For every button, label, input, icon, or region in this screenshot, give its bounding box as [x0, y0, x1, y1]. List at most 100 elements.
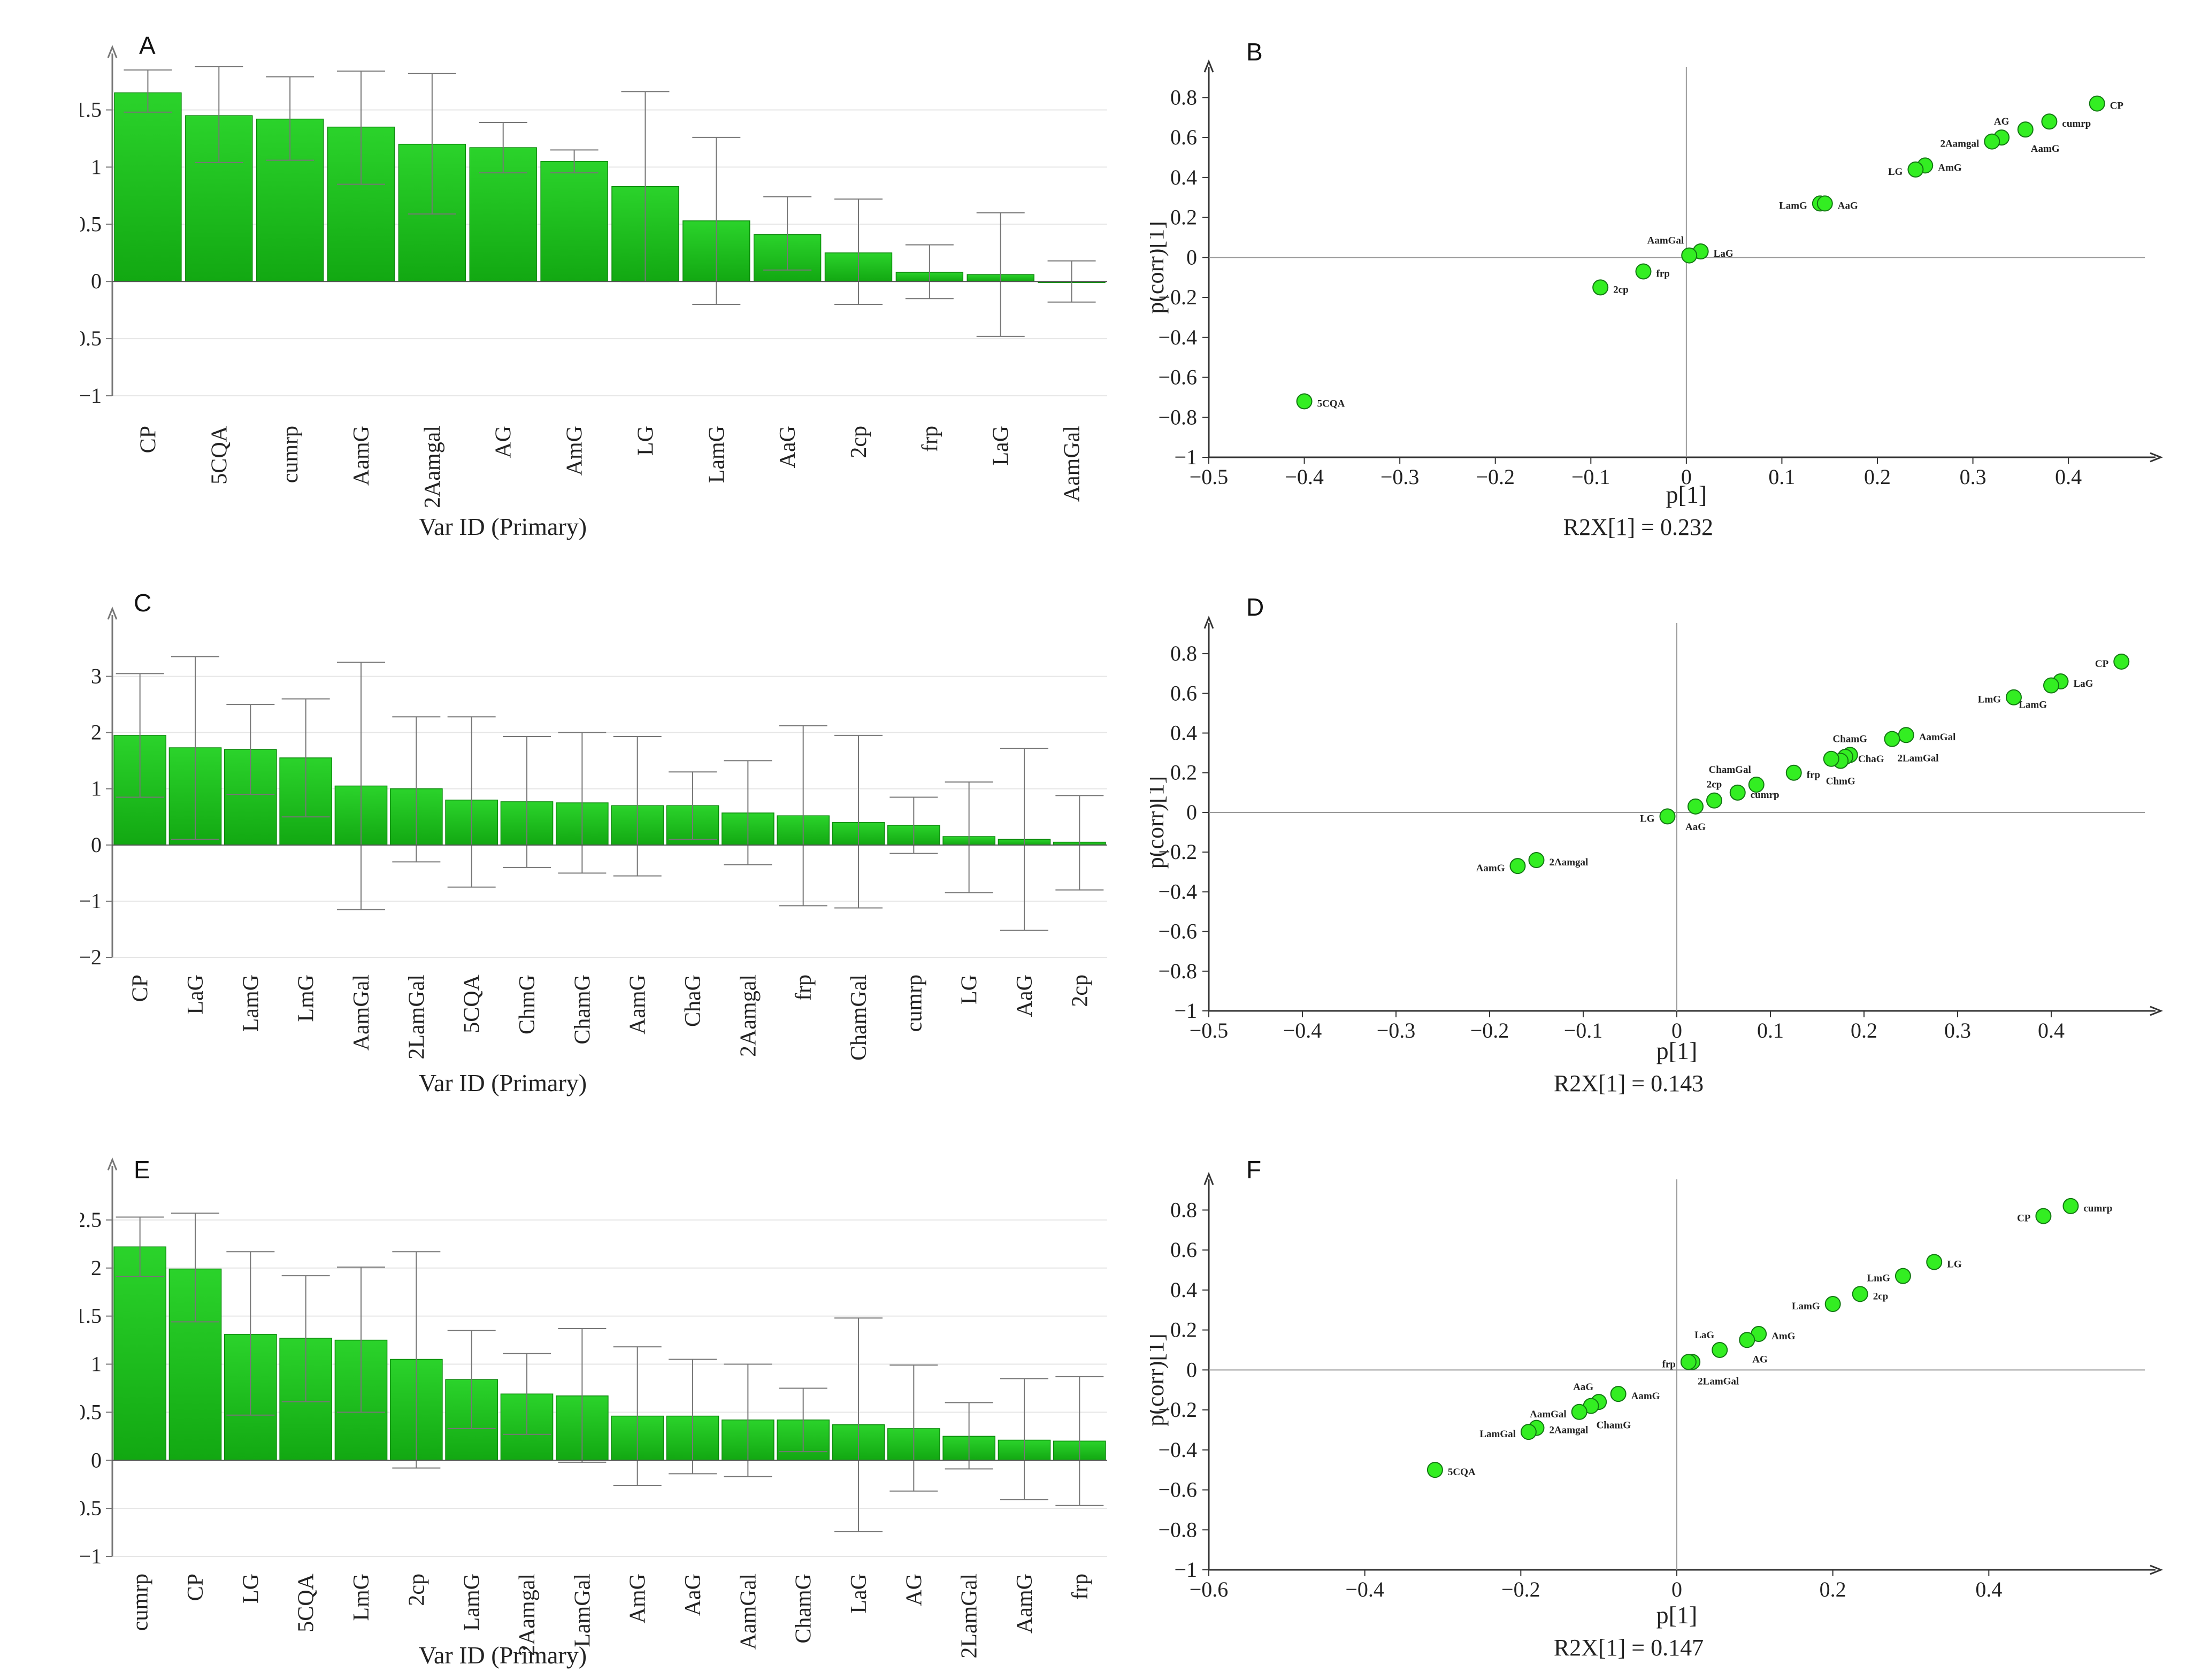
x-axis-label: p[1]: [1666, 481, 1707, 508]
scatter-point: [1824, 1296, 1841, 1312]
r2x-footer: R2X[1] = 0.143: [1554, 1070, 1704, 1096]
point-label: cumrp: [1751, 789, 1780, 801]
loadings-scatter-F: −1 −0.8 −0.6 −0.4 −0.2 0 0.2 0.4 0.6 0.8 −0.6 −0.4 −…: [1150, 1171, 2164, 1661]
y-tick-label: −1: [80, 1544, 102, 1568]
scatter-point: [1520, 1424, 1537, 1440]
x-tick-label: frp: [1068, 1574, 1092, 1600]
x-tick-label: 0.1: [1757, 1018, 1784, 1042]
point-label: CP: [2110, 101, 2124, 112]
y-tick-label: −0.4: [1158, 325, 1197, 349]
y-tick-label: 1: [91, 1352, 102, 1376]
x-tick-label: AG: [492, 426, 516, 458]
scatter-point: [1680, 1354, 1697, 1370]
x-tick-label: AmG: [626, 1574, 650, 1623]
point-label: ChamGal: [1709, 764, 1751, 776]
x-tick-label: AamGal: [736, 1574, 761, 1650]
x-tick-label: 2Aamgal: [420, 426, 445, 508]
x-tick-label: −0.2: [1476, 465, 1515, 489]
x-axis-arrow: [2150, 452, 2164, 463]
x-tick-label: −0.5: [1190, 1018, 1229, 1042]
point-label: LG: [1640, 813, 1655, 824]
point-label: 2Aamgal: [1550, 1425, 1589, 1436]
scatter-point: [1729, 784, 1746, 801]
x-tick-label: LamG: [239, 975, 263, 1032]
x-tick-label: AamGal: [1060, 426, 1085, 502]
panel-letter: D: [1246, 593, 1264, 621]
scatter-point: [1984, 133, 2000, 150]
point-label: frp: [1807, 770, 1820, 781]
point-label: cumrp: [2083, 1203, 2112, 1214]
y-tick-label: −0.5: [80, 326, 102, 350]
y-axis-arrow: [107, 606, 118, 620]
x-axis-arrow: [2150, 1564, 2164, 1575]
scatter-point: [2089, 95, 2105, 112]
y-tick-label: 1.5: [80, 1304, 102, 1328]
point-label: ChamG: [1833, 733, 1868, 745]
point-label: LaG: [1694, 1330, 1714, 1341]
point-label: AaG: [1685, 822, 1706, 833]
y-tick-label: 1: [91, 155, 102, 179]
x-tick-label: −0.4: [1285, 465, 1324, 489]
panel-letter: A: [139, 32, 156, 59]
scatter-point: [1907, 161, 1924, 178]
y-tick-label: 2: [91, 720, 102, 745]
y-tick-label: 1.5: [80, 98, 102, 122]
point-label: 2Aamgal: [1940, 139, 1979, 150]
point-label: 2LamGal: [1698, 1376, 1739, 1387]
panel-letter: E: [134, 1156, 150, 1184]
x-tick-label: AamGal: [349, 975, 374, 1050]
y-tick-label: −1: [1174, 445, 1197, 469]
x-tick-label: cumrp: [128, 1574, 153, 1631]
point-label: AamG: [2031, 143, 2060, 155]
scatter-point: [2062, 1198, 2079, 1214]
x-tick-label: CP: [136, 426, 160, 453]
x-tick-label: −0.6: [1190, 1577, 1229, 1601]
panel-C: C −2−10123VIP[1]CPLaGLamGLmGAamGal2LamGa…: [80, 572, 1113, 1107]
x-tick-label: frp: [792, 975, 816, 1001]
x-tick-label: 2cp: [1068, 975, 1092, 1007]
scatter-point: [1706, 792, 1722, 809]
panel-letter: B: [1246, 38, 1263, 66]
x-tick-label: AaG: [1013, 975, 1037, 1017]
y-tick-label: −0.6: [1158, 919, 1197, 943]
x-tick-label: 2Aamgal: [515, 1574, 540, 1656]
y-tick-label: 0: [91, 1448, 102, 1472]
x-axis-label: Var ID (Primary): [419, 1641, 587, 1669]
panel-F: F −1 −0.8 −0.6 −0.4 −0.2 0 0.2 0.4 0.6 0.8 −0.6 −0.…: [1150, 1129, 2209, 1680]
x-tick-label: LaG: [989, 426, 1014, 466]
x-tick-label: LG: [957, 975, 982, 1004]
x-tick-label: 0.4: [1975, 1577, 2002, 1601]
point-label: 2cp: [1613, 284, 1629, 295]
x-tick-label: LaG: [847, 1574, 871, 1614]
y-tick-label: 0: [1186, 800, 1197, 824]
x-tick-label: −0.2: [1470, 1018, 1509, 1042]
scatter-point: [1296, 393, 1313, 410]
x-tick-label: CP: [183, 1574, 208, 1601]
y-tick-label: −0.4: [1158, 1438, 1197, 1462]
x-tick-label: 0.4: [2055, 465, 2082, 489]
bar: [114, 92, 182, 282]
y-tick-label: 0.5: [80, 1400, 102, 1424]
scatter-point: [1712, 1341, 1728, 1358]
panel-letter: C: [134, 589, 152, 617]
point-label: AamGal: [1919, 732, 1956, 743]
x-tick-label: 2cp: [404, 1574, 429, 1606]
x-tick-label: 2LamGal: [957, 1574, 982, 1659]
x-tick-label: LG: [239, 1574, 263, 1604]
point-label: AaG: [1838, 200, 1858, 211]
point-label: ChaG: [1858, 754, 1884, 765]
scatter-point: [1610, 1386, 1627, 1402]
x-tick-label: AG: [902, 1574, 926, 1606]
y-tick-label: −0.4: [1158, 879, 1197, 903]
y-axis-arrow: [1203, 59, 1214, 73]
x-tick-label: −0.4: [1345, 1577, 1384, 1601]
scatter-point: [1926, 1254, 1943, 1270]
point-label: AaG: [1573, 1382, 1593, 1393]
point-label: ChamG: [1597, 1420, 1631, 1431]
y-tick-label: −1: [80, 889, 102, 913]
panel-E: E −1−0.500.511.522.5VIP[1]cumrpCPLG5CQAL…: [80, 1129, 1113, 1680]
r2x-footer: R2X[1] = 0.232: [1563, 514, 1713, 540]
x-tick-label: AaG: [681, 1574, 705, 1616]
vip-bar-chart-A: −1−0.500.511.5VIP[1]CP5CQAcumrpAamG2Aamg…: [80, 44, 1107, 540]
point-label: CP: [2017, 1213, 2031, 1224]
